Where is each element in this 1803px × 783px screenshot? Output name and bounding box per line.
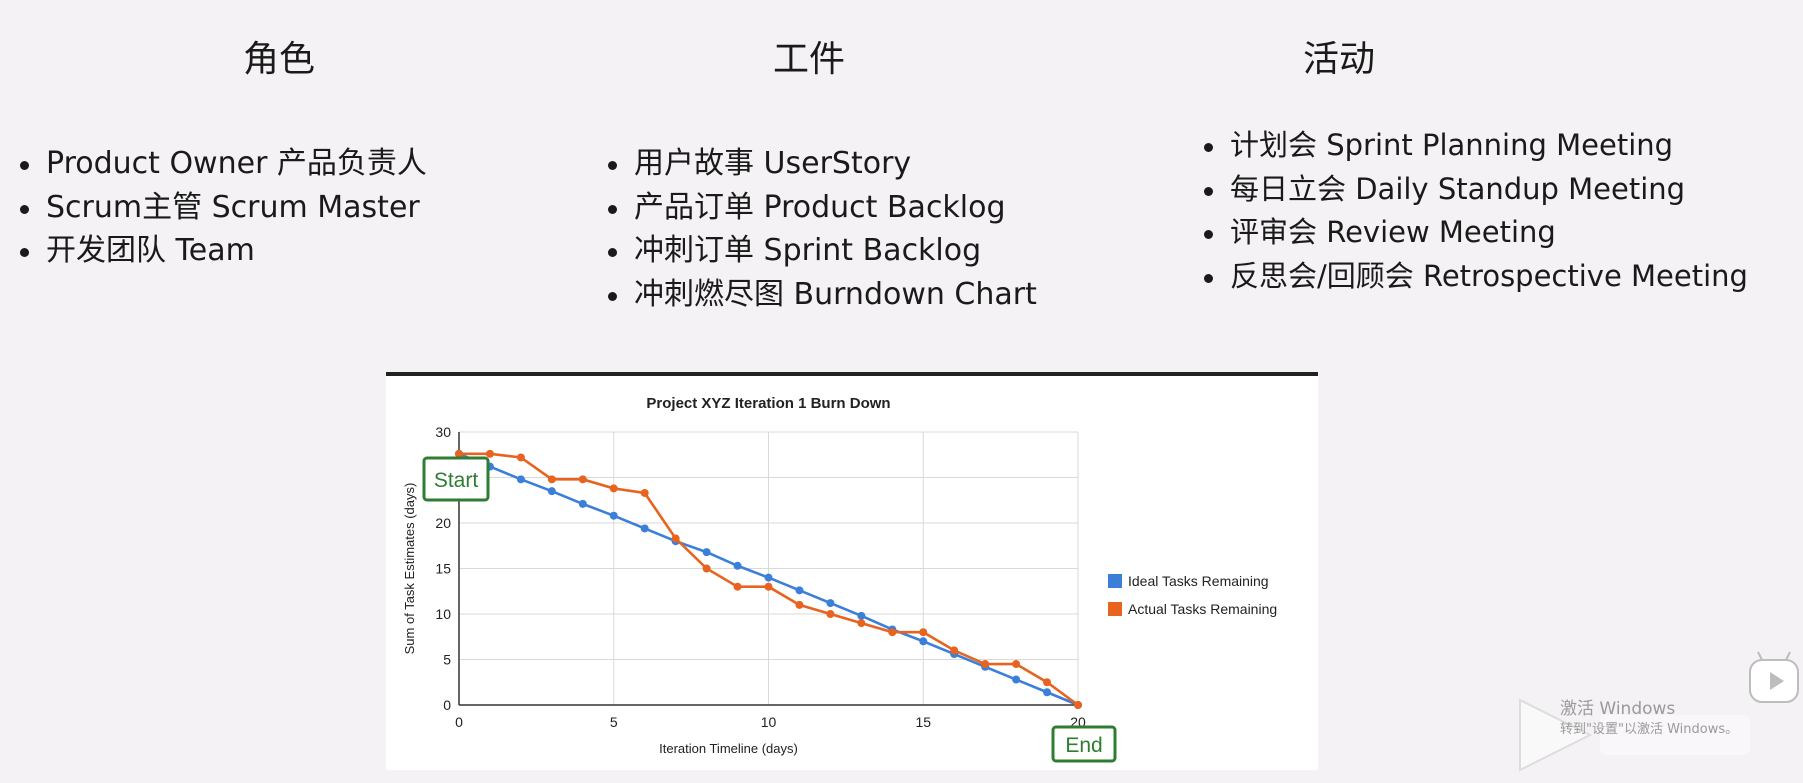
x-tick-label: 5 [610, 714, 618, 730]
list-item: 反思会/回顾会 Retrospective Meeting [1204, 255, 1748, 299]
list-item: 冲刺燃尽图 Burndown Chart [608, 273, 1037, 317]
end-annotation-label: End [1065, 734, 1102, 757]
list-item: 评审会 Review Meeting [1204, 211, 1748, 255]
legend-label: Actual Tasks Remaining [1128, 601, 1277, 617]
roles-list: Product Owner 产品负责人 Scrum主管 Scrum Master… [20, 142, 427, 273]
ideal-point [578, 499, 587, 508]
y-tick-label: 10 [435, 606, 451, 622]
actual-point [702, 564, 711, 573]
actual-point [1012, 660, 1021, 669]
activities-title: 活动 [1303, 39, 1376, 80]
roles-title: 角色 [243, 39, 316, 80]
watermark-line1: 激活 Windows [1560, 699, 1676, 719]
actual-point [857, 619, 866, 628]
ideal-point [795, 586, 804, 595]
ideal-point [826, 599, 835, 608]
actual-point [733, 582, 742, 591]
y-tick-label: 20 [435, 515, 451, 531]
list-item: 用户故事 UserStory [608, 142, 1037, 186]
actual-point [640, 488, 649, 497]
legend-swatch [1108, 574, 1122, 588]
actual-point [981, 660, 990, 669]
legend-label: Ideal Tasks Remaining [1128, 573, 1269, 589]
ideal-point [547, 487, 556, 496]
play-button-icon[interactable] [1748, 650, 1800, 706]
ideal-point [857, 611, 866, 620]
chart-title: Project XYZ Iteration 1 Burn Down [646, 395, 890, 412]
list-item: 计划会 Sprint Planning Meeting [1204, 124, 1748, 168]
list-item: 每日立会 Daily Standup Meeting [1204, 168, 1748, 212]
ideal-point [733, 561, 742, 570]
actual-point [671, 534, 680, 543]
list-item: 产品订单 Product Backlog [608, 186, 1037, 230]
actual-point [888, 628, 897, 637]
ideal-point [919, 637, 928, 646]
y-tick-label: 15 [435, 561, 451, 577]
actual-point [516, 453, 525, 462]
actual-point [950, 646, 959, 655]
activities-list: 计划会 Sprint Planning Meeting 每日立会 Daily S… [1204, 124, 1748, 298]
end-annotation-box [1051, 725, 1117, 763]
list-item: Scrum主管 Scrum Master [20, 186, 427, 230]
list-item: 开发团队 Team [20, 229, 427, 273]
y-axis-label: Sum of Task Estimates (days) [402, 483, 417, 655]
y-tick-label: 0 [443, 697, 451, 713]
y-tick-label: 5 [443, 652, 451, 668]
ideal-point [764, 573, 773, 582]
ideal-point [640, 524, 649, 533]
actual-point [764, 582, 773, 591]
y-tick-label: 30 [435, 424, 451, 440]
actual-point [609, 484, 618, 493]
list-item: 冲刺订单 Sprint Backlog [608, 229, 1037, 273]
actual-point [578, 475, 587, 484]
actual-point [455, 449, 463, 458]
actual-point [1074, 701, 1082, 709]
artifacts-list: 用户故事 UserStory 产品订单 Product Backlog 冲刺订单… [608, 142, 1037, 316]
actual-point [826, 610, 835, 618]
x-tick-label: 10 [761, 714, 777, 730]
ideal-point [1043, 688, 1052, 697]
watermark-line2: 转到"设置"以激活 Windows。 [1560, 722, 1739, 737]
x-axis-label: Iteration Timeline (days) [659, 741, 798, 756]
ideal-point [702, 548, 711, 557]
artifacts-title: 工件 [773, 39, 846, 80]
start-annotation-box [422, 456, 490, 502]
actual-point [1043, 678, 1052, 687]
actual-point [795, 600, 804, 609]
chart-svg: Project XYZ Iteration 1 Burn Down 0 5 10 15 2… [402, 395, 1277, 763]
actual-point [485, 449, 494, 458]
actual-point [547, 475, 556, 484]
ideal-point [516, 475, 525, 484]
x-tick-label: 15 [915, 714, 931, 730]
ideal-point [1012, 675, 1021, 684]
legend-swatch [1108, 602, 1122, 616]
video-logo-icon [1519, 698, 1750, 772]
ideal-point [609, 511, 618, 520]
list-item: Product Owner 产品负责人 [20, 142, 427, 186]
start-annotation-label: Start [434, 469, 479, 492]
actual-point [919, 628, 928, 637]
x-tick-label: 0 [455, 714, 463, 730]
burndown-chart: Project XYZ Iteration 1 Burn Down 0 5 10 15 2… [386, 372, 1318, 770]
